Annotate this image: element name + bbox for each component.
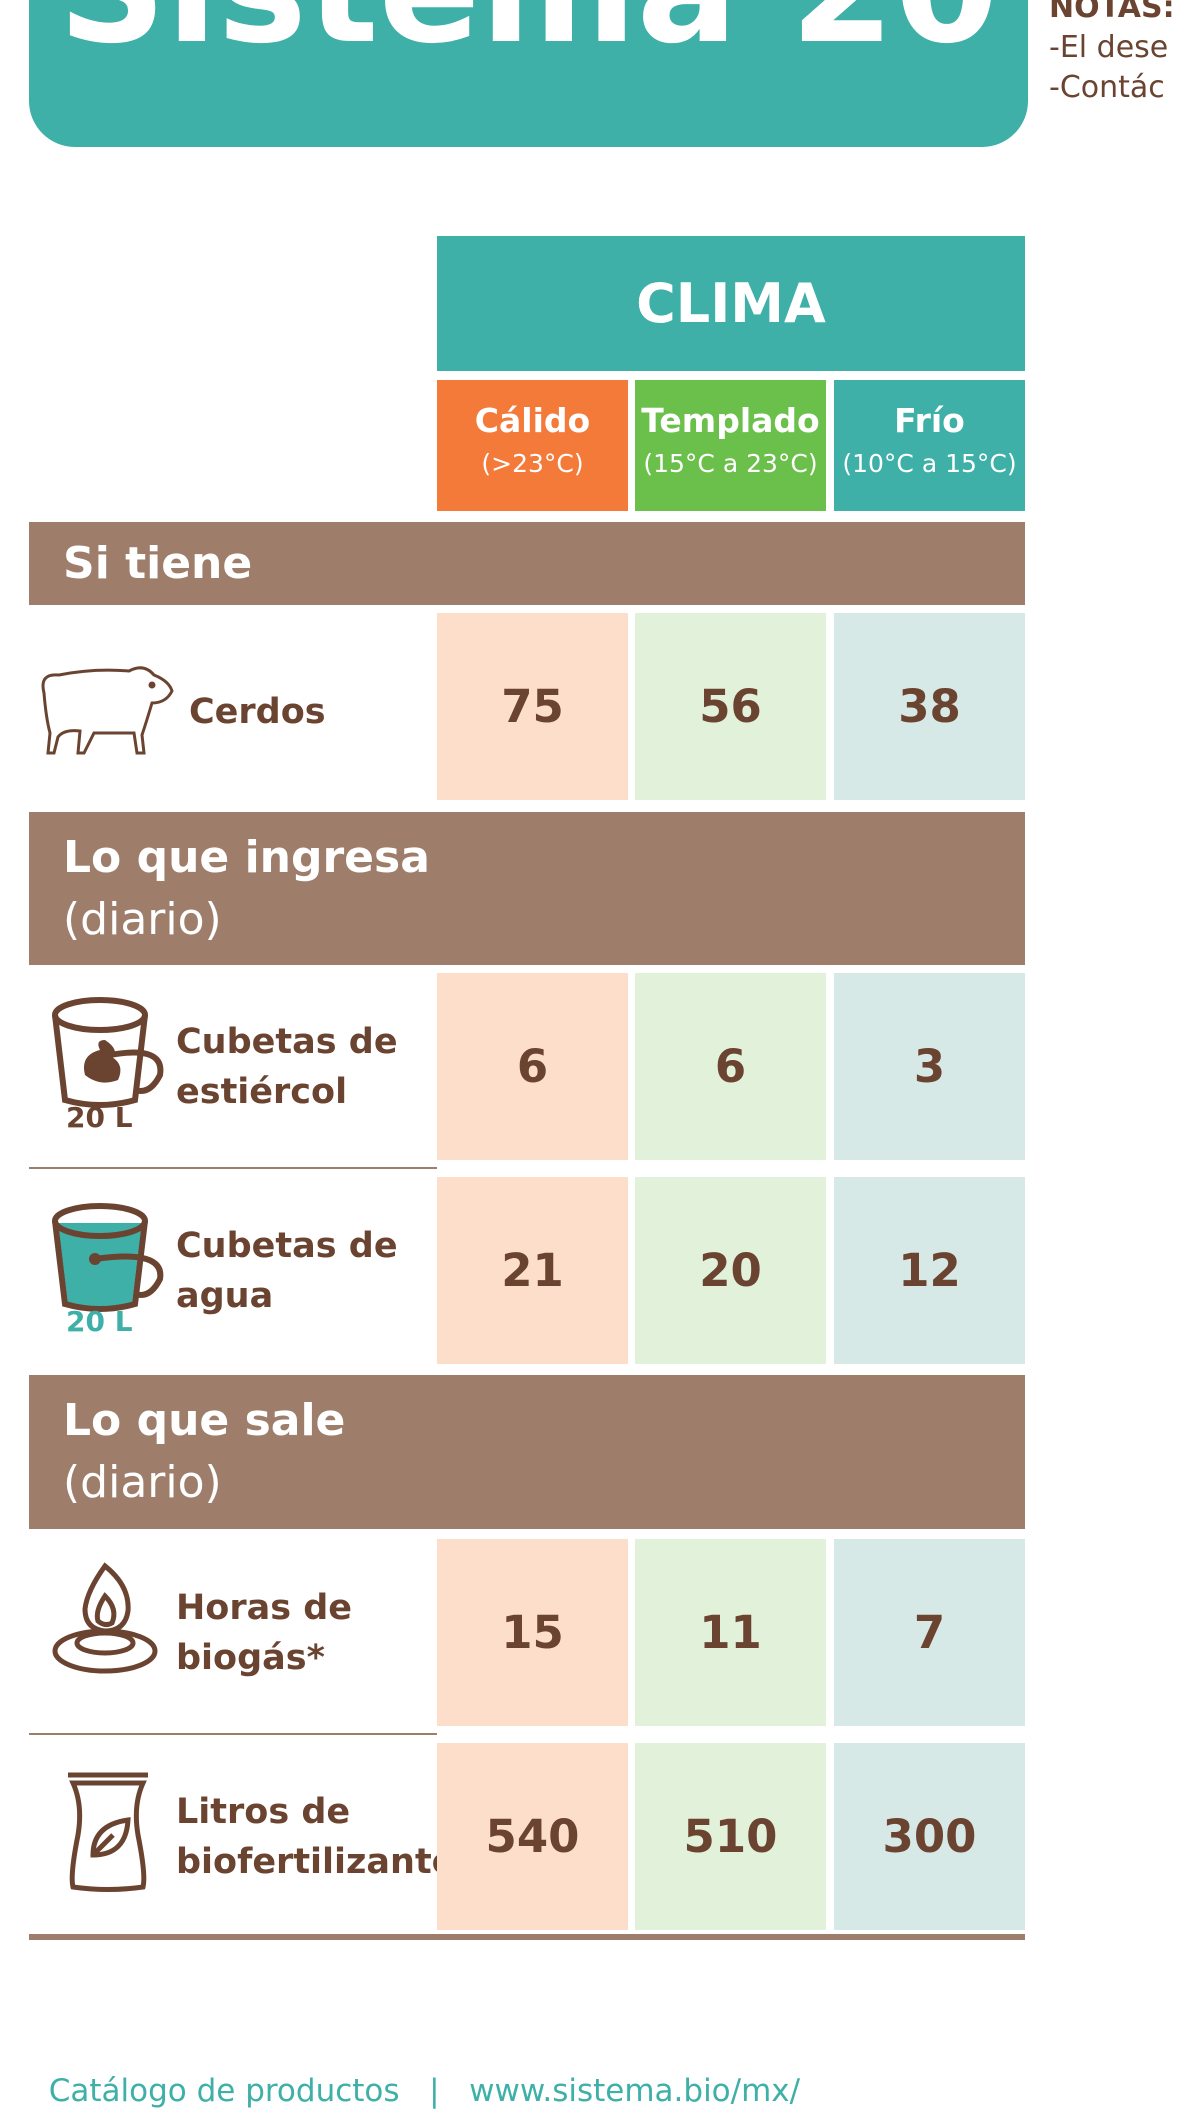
row-icon	[50, 995, 170, 1139]
icon-shape	[95, 1257, 160, 1296]
icon-shape	[55, 1000, 145, 1030]
icon-shape	[50, 995, 170, 1135]
column-range: (10°C a 15°C)	[842, 449, 1017, 478]
row-unit: 20 L	[66, 1305, 133, 1338]
column-header: Templado (15°C a 23°C)	[635, 380, 826, 511]
icon-shape	[58, 1223, 142, 1309]
value-cell: 11	[635, 1539, 826, 1726]
note: -Contác	[1049, 70, 1165, 105]
column-name: Cálido	[474, 401, 591, 440]
icon-shape	[77, 1633, 133, 1653]
notes-title: NOTAS:	[1049, 0, 1175, 25]
row-label: Horas de biogás*	[176, 1588, 353, 1678]
icon-shape	[55, 1221, 145, 1309]
section-header: Lo que sale (diario)	[29, 1375, 1025, 1529]
group-header: CLIMA	[437, 236, 1025, 371]
icon-shape	[50, 1561, 170, 1681]
icon-shape	[58, 1765, 158, 1895]
icon-shape	[84, 1040, 121, 1083]
value-cell: 300	[834, 1743, 1025, 1930]
icon-shape	[34, 663, 179, 763]
column-header: Frío (10°C a 15°C)	[834, 380, 1025, 511]
row-unit: 20 L	[66, 1101, 133, 1134]
value-cell: 56	[635, 613, 826, 800]
icon-shape	[89, 1253, 101, 1265]
value-cell: 20	[635, 1177, 826, 1364]
row-label: Cubetas de agua	[176, 1226, 398, 1316]
section-subtitle: (diario)	[63, 893, 222, 945]
value-cell: 15	[437, 1539, 628, 1726]
icon-shape	[110, 1053, 160, 1092]
value-cell: 38	[834, 613, 1025, 800]
row-icon	[34, 663, 179, 767]
section-header: Si tiene	[29, 522, 1025, 605]
icon-shape	[97, 1596, 114, 1625]
footer-url[interactable]: www.sistema.bio/mx/	[469, 2073, 801, 2109]
row-label: Cubetas de estiércol	[176, 1022, 398, 1112]
section-title: Si tiene	[63, 537, 253, 589]
notes: NOTAS: -El dese -Contác	[1049, 0, 1185, 108]
icon-shape	[55, 1015, 145, 1105]
footer-catalog: Catálogo de productos	[48, 2073, 400, 2109]
column-range: (>23°C)	[481, 449, 584, 478]
value-cell: 21	[437, 1177, 628, 1364]
icon-shape	[68, 1775, 148, 1890]
row-label: Litros de biofertilizante	[176, 1792, 456, 1882]
bottom-rule	[29, 1934, 1025, 1940]
icon-shape	[50, 1199, 170, 1339]
icon-shape	[150, 683, 154, 687]
value-cell: 12	[834, 1177, 1025, 1364]
column-range: (15°C a 23°C)	[643, 449, 818, 478]
column-header: Cálido (>23°C)	[437, 380, 628, 511]
icon-shape	[43, 668, 172, 753]
section-title: Lo que sale	[63, 1395, 346, 1446]
section-subtitle: (diario)	[63, 1457, 222, 1508]
value-cell: 510	[635, 1743, 826, 1930]
row-divider	[29, 1733, 437, 1735]
row-icon	[58, 1765, 158, 1899]
title-box: Sistema 20	[29, 0, 1028, 147]
footer: Catálogo de productos | www.sistema.bio/…	[29, 2037, 800, 2109]
row-icon	[50, 1199, 170, 1343]
section-header: Lo que ingresa (diario)	[29, 812, 1025, 965]
column-name: Frío	[894, 401, 965, 440]
icon-shape	[93, 1820, 128, 1855]
value-cell: 75	[437, 613, 628, 800]
value-cell: 540	[437, 1743, 628, 1930]
section-title: Lo que ingresa	[63, 831, 430, 883]
column-name: Templado	[641, 401, 820, 440]
value-cell: 3	[834, 973, 1025, 1160]
value-cell: 6	[635, 973, 826, 1160]
row-divider	[29, 1167, 437, 1169]
footer-separator: |	[429, 2073, 440, 2109]
row-icon	[50, 1561, 170, 1685]
note: -El dese	[1049, 30, 1169, 65]
title: Sistema 20	[29, 0, 1028, 80]
value-cell: 6	[437, 973, 628, 1160]
row-label: Cerdos	[189, 692, 326, 732]
value-cell: 7	[834, 1539, 1025, 1726]
